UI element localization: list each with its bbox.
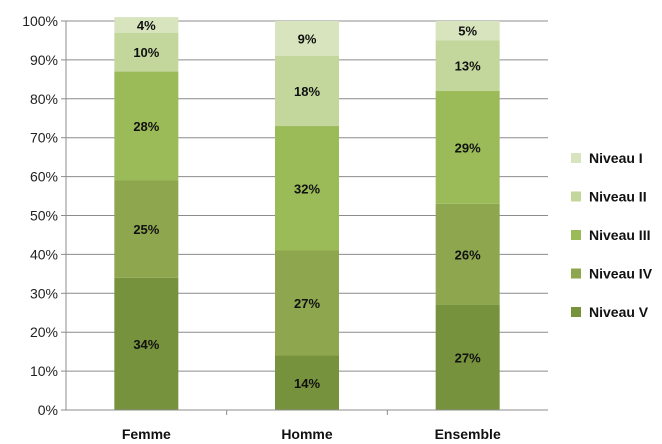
data-label: 10% (133, 45, 159, 60)
data-label: 4% (137, 18, 156, 33)
y-tick-label: 30% (30, 285, 58, 301)
legend-swatch (571, 268, 581, 279)
bars: 34% 25% 28% 10% 4% 14% 27% 32% 18% 9% 27% 26% 29% 13%… (114, 17, 500, 410)
bar-segment (435, 203, 500, 305)
bar-segment (275, 250, 339, 356)
x-category-label: Homme (281, 426, 333, 442)
legend-label: Niveau III (589, 227, 650, 243)
y-tick-label: 100% (22, 13, 58, 29)
y-tick-label: 70% (30, 130, 58, 146)
x-category-label: Femme (122, 426, 171, 442)
bar-segment (435, 91, 500, 204)
data-label: 9% (298, 32, 317, 47)
y-tick-label: 60% (30, 169, 58, 185)
legend-label: Niveau I (589, 150, 643, 166)
bar-segment (275, 126, 339, 251)
axes (65, 21, 548, 415)
bar-segment (114, 180, 179, 278)
legend-swatch (571, 153, 581, 163)
bar-segment (275, 56, 339, 127)
y-tick-label: 10% (30, 363, 58, 379)
data-label: 26% (455, 247, 481, 262)
bar-segment (114, 17, 179, 33)
y-axis-ticks: 0% 10% 20% 30% 40% 50% 60% 70% 80% 90% 100% (22, 13, 66, 418)
y-tick-label: 50% (30, 208, 58, 224)
bar-segment (435, 21, 500, 41)
bar-segment (114, 277, 179, 410)
bar-segment (435, 40, 500, 92)
bar-segment (114, 32, 179, 72)
data-label: 18% (294, 84, 320, 99)
data-label: 28% (133, 119, 159, 134)
data-label: 25% (133, 222, 159, 237)
bar-segment (114, 71, 179, 181)
legend: Niveau I Niveau II Niveau III Niveau IV Nive… (571, 150, 653, 320)
bar-segment (435, 304, 500, 410)
bar-segment (275, 21, 339, 57)
legend-swatch (571, 230, 581, 240)
y-tick-label: 0% (38, 402, 58, 418)
legend-swatch (571, 307, 581, 317)
category-labels: Femme Homme Ensemble (122, 426, 501, 442)
data-label: 34% (133, 337, 159, 352)
legend-label: Niveau V (589, 304, 649, 320)
y-tick-label: 20% (30, 324, 58, 340)
legend-label: Niveau II (589, 189, 647, 205)
y-tick-label: 80% (30, 91, 58, 107)
data-label: 32% (294, 181, 320, 196)
data-label: 27% (455, 350, 481, 365)
data-label: 27% (294, 296, 320, 311)
y-tick-label: 40% (30, 246, 58, 262)
legend-swatch (571, 191, 581, 202)
bar-segment (275, 355, 339, 410)
data-label: 14% (294, 376, 320, 391)
data-label: 29% (455, 140, 481, 155)
data-label: 13% (455, 59, 481, 74)
x-category-label: Ensemble (435, 426, 501, 442)
data-label: 5% (458, 24, 477, 39)
y-tick-label: 90% (30, 52, 58, 68)
legend-label: Niveau IV (589, 266, 653, 282)
